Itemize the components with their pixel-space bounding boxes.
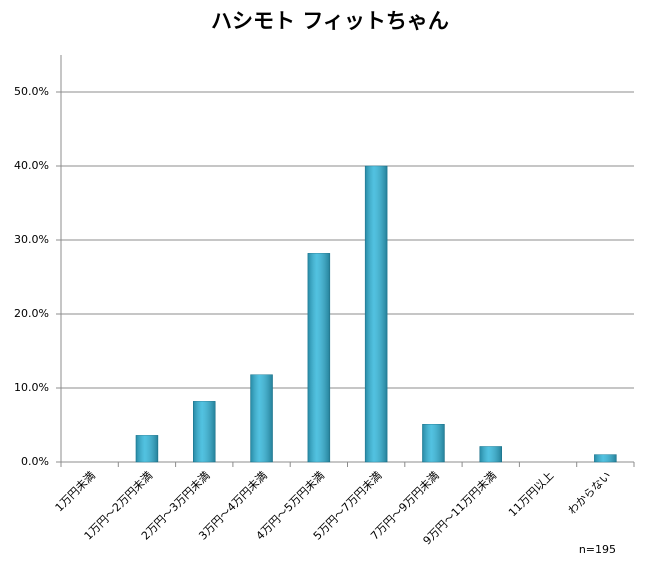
- y-tick-label: 40.0%: [14, 159, 49, 172]
- bar-shade: [594, 454, 617, 462]
- chart-title: ハシモト フィットちゃん: [211, 9, 449, 33]
- bar-shade: [365, 166, 388, 462]
- bar-shade: [250, 374, 273, 462]
- bar-shade: [479, 446, 502, 462]
- y-tick-label: 20.0%: [14, 307, 49, 320]
- y-tick-label: 30.0%: [14, 233, 49, 246]
- bar-shade: [135, 435, 158, 462]
- x-tick-label: 1万円未満: [53, 469, 98, 514]
- y-tick-label: 10.0%: [14, 381, 49, 394]
- x-tick-label: 11万円以上: [506, 469, 556, 519]
- y-tick-label: 0.0%: [21, 455, 49, 468]
- bar-shade: [422, 424, 445, 462]
- bar-shade: [193, 401, 216, 462]
- x-tick-label: わからない: [566, 469, 614, 517]
- y-tick-label: 50.0%: [14, 85, 49, 98]
- bar-shade: [307, 253, 330, 462]
- annotation: n=195: [579, 543, 616, 556]
